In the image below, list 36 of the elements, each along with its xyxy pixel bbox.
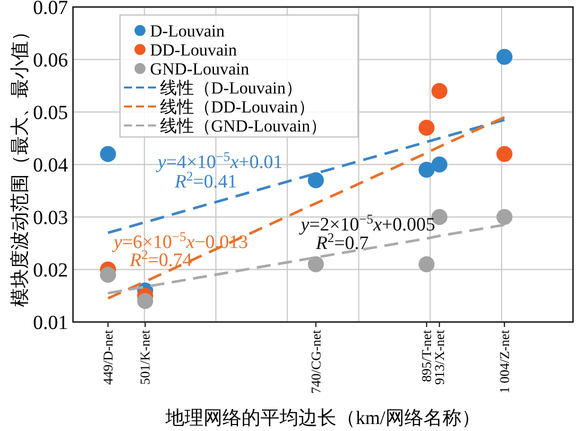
y-tick-label: 0.06 [33,50,68,72]
legend-label: 线性（GND-Louvain） [160,116,328,136]
legend-label: D-Louvain [150,22,226,40]
y-tick-label: 0.04 [33,154,68,176]
point [308,256,324,272]
y-tick-label: 0.01 [33,312,68,334]
point [496,209,512,225]
legend-label: GND-Louvain [150,60,250,78]
x-tick-label: 501/K-net [138,330,153,385]
y-tick-label: 0.05 [33,102,68,124]
legend-label: 线性（DD-Louvain） [160,98,315,116]
point [496,146,512,162]
x-tick-label: 740/CG-net [308,330,324,394]
y-tick-label: 0.03 [33,207,68,229]
y-tick-label: 0.07 [33,0,68,19]
point [418,256,435,272]
x-tick-label: 1 004/Z-net [496,330,512,394]
legend-label: DD-Louvain [150,40,238,60]
x-tick-label: 913/X-net [432,330,447,385]
x-tick-label: 449/D-net [100,330,116,385]
point [418,120,435,136]
line-series [106,116,506,300]
x-axis-title: 地理网络的平均边长（km/网络名称） [164,408,480,429]
point [308,172,324,188]
point [100,146,116,162]
annotation: R$^{2}$=0.7 [314,230,369,254]
point [496,48,512,65]
point [137,293,154,309]
legend-label: 线性（D-Louvain） [160,78,303,98]
point [431,83,448,99]
y-tick-label: 0.02 [33,260,68,282]
x-tick-label: 895/T-net [419,330,434,382]
point [431,156,448,172]
point [418,162,435,178]
point [100,266,116,283]
y-axis-title: 模块度波动范围（最大、最小值） [9,22,31,307]
